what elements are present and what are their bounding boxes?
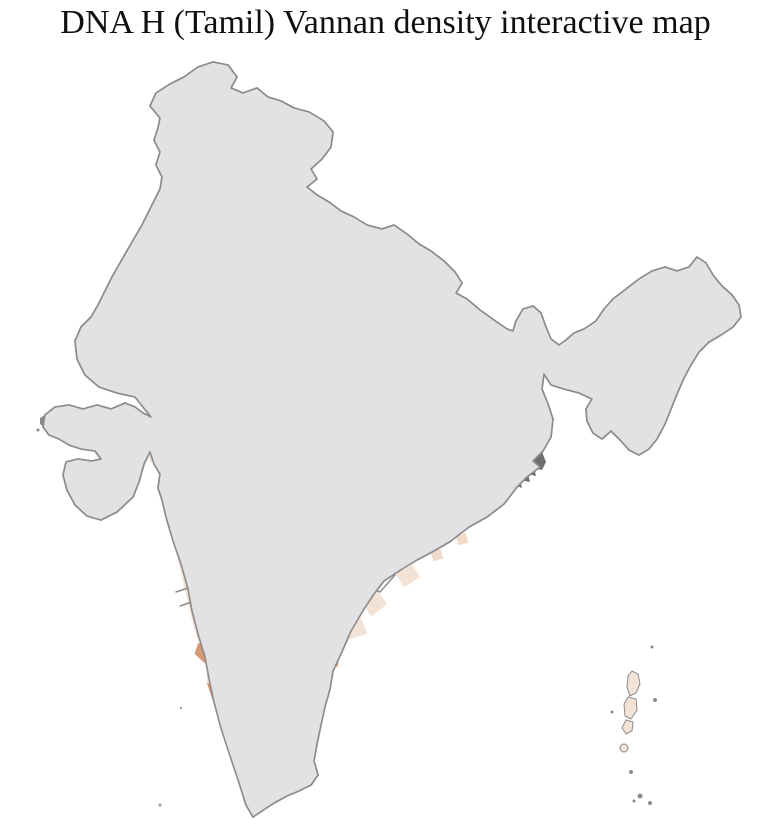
kutch-islet bbox=[36, 428, 40, 432]
little-andaman bbox=[619, 743, 629, 753]
andaman-island-middle bbox=[623, 696, 638, 720]
andaman-nicobar-islands[interactable] bbox=[610, 645, 658, 806]
map-title: DNA H (Tamil) Vannan density interactive… bbox=[60, 4, 711, 41]
andaman-island-south bbox=[621, 719, 634, 735]
island-specks bbox=[610, 645, 657, 805]
lakshadweep-islands bbox=[158, 706, 183, 807]
andaman-island-north bbox=[626, 670, 641, 697]
